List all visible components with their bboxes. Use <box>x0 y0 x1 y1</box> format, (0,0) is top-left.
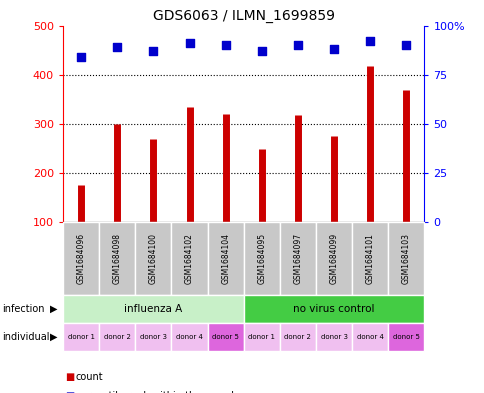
Point <box>113 44 121 50</box>
Text: GSM1684097: GSM1684097 <box>293 233 302 284</box>
Text: GSM1684095: GSM1684095 <box>257 233 266 284</box>
Text: count: count <box>75 372 103 382</box>
Text: ■: ■ <box>65 372 75 382</box>
Text: ■: ■ <box>65 391 75 393</box>
Text: donor 5: donor 5 <box>212 334 239 340</box>
Point <box>330 46 337 52</box>
Text: donor 3: donor 3 <box>320 334 347 340</box>
Text: ▶: ▶ <box>50 332 57 342</box>
Point <box>221 42 229 48</box>
Text: donor 3: donor 3 <box>139 334 166 340</box>
Point <box>185 40 193 46</box>
Text: GSM1684099: GSM1684099 <box>329 233 338 284</box>
Text: GSM1684096: GSM1684096 <box>76 233 86 284</box>
Text: donor 2: donor 2 <box>104 334 130 340</box>
Point <box>77 54 85 60</box>
Text: donor 4: donor 4 <box>356 334 383 340</box>
Text: GSM1684102: GSM1684102 <box>184 233 194 284</box>
Text: GSM1684100: GSM1684100 <box>149 233 158 284</box>
Text: donor 1: donor 1 <box>67 334 94 340</box>
Point <box>257 48 265 54</box>
Text: GSM1684101: GSM1684101 <box>365 233 374 284</box>
Text: GSM1684104: GSM1684104 <box>221 233 230 284</box>
Text: donor 2: donor 2 <box>284 334 311 340</box>
Text: percentile rank within the sample: percentile rank within the sample <box>75 391 240 393</box>
Point <box>149 48 157 54</box>
Point <box>365 38 373 44</box>
Point <box>402 42 409 48</box>
Text: influenza A: influenza A <box>124 304 182 314</box>
Text: GSM1684103: GSM1684103 <box>401 233 410 284</box>
Point <box>293 42 301 48</box>
Text: infection: infection <box>2 304 45 314</box>
Text: donor 5: donor 5 <box>392 334 419 340</box>
Text: donor 4: donor 4 <box>176 334 202 340</box>
Text: GSM1684098: GSM1684098 <box>112 233 121 284</box>
Text: no virus control: no virus control <box>293 304 374 314</box>
Text: donor 1: donor 1 <box>248 334 275 340</box>
Title: GDS6063 / ILMN_1699859: GDS6063 / ILMN_1699859 <box>152 9 334 23</box>
Text: individual: individual <box>2 332 50 342</box>
Text: ▶: ▶ <box>50 304 57 314</box>
